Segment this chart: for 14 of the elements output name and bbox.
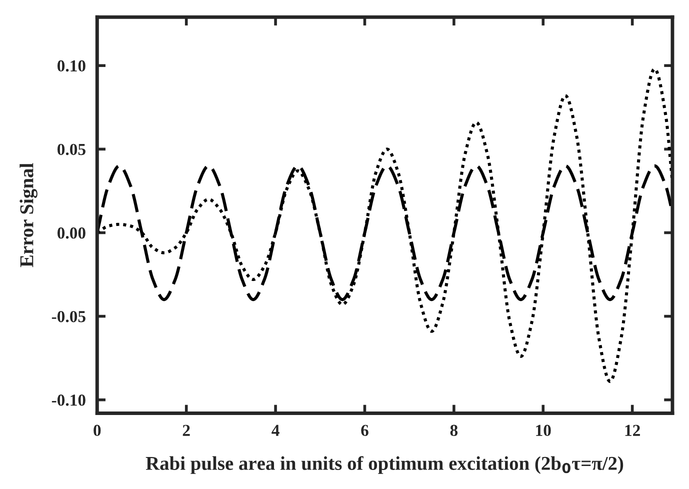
y-tick-label: 0.00 bbox=[58, 227, 86, 239]
x-tick-label: 6 bbox=[361, 424, 368, 436]
x-tick-label: 4 bbox=[272, 424, 280, 436]
x-tick-label: 10 bbox=[536, 424, 551, 436]
y-tick-label: 0.10 bbox=[58, 60, 86, 72]
y-tick-label: -0.05 bbox=[52, 310, 86, 322]
x-tick-label: 2 bbox=[182, 424, 190, 436]
x-tick-label: 12 bbox=[625, 424, 640, 436]
y-tick-label: -0.10 bbox=[52, 394, 86, 406]
x-tick-label: 0 bbox=[94, 424, 101, 436]
x-axis-title: Rabi pulse area in units of optimum excitation (2b$_{0}$τ=π/2) bbox=[146, 456, 624, 474]
x-tick-label: 8 bbox=[450, 424, 458, 436]
y-axis-title: Error Signal bbox=[20, 163, 38, 268]
y-tick-label: 0.05 bbox=[58, 144, 86, 156]
